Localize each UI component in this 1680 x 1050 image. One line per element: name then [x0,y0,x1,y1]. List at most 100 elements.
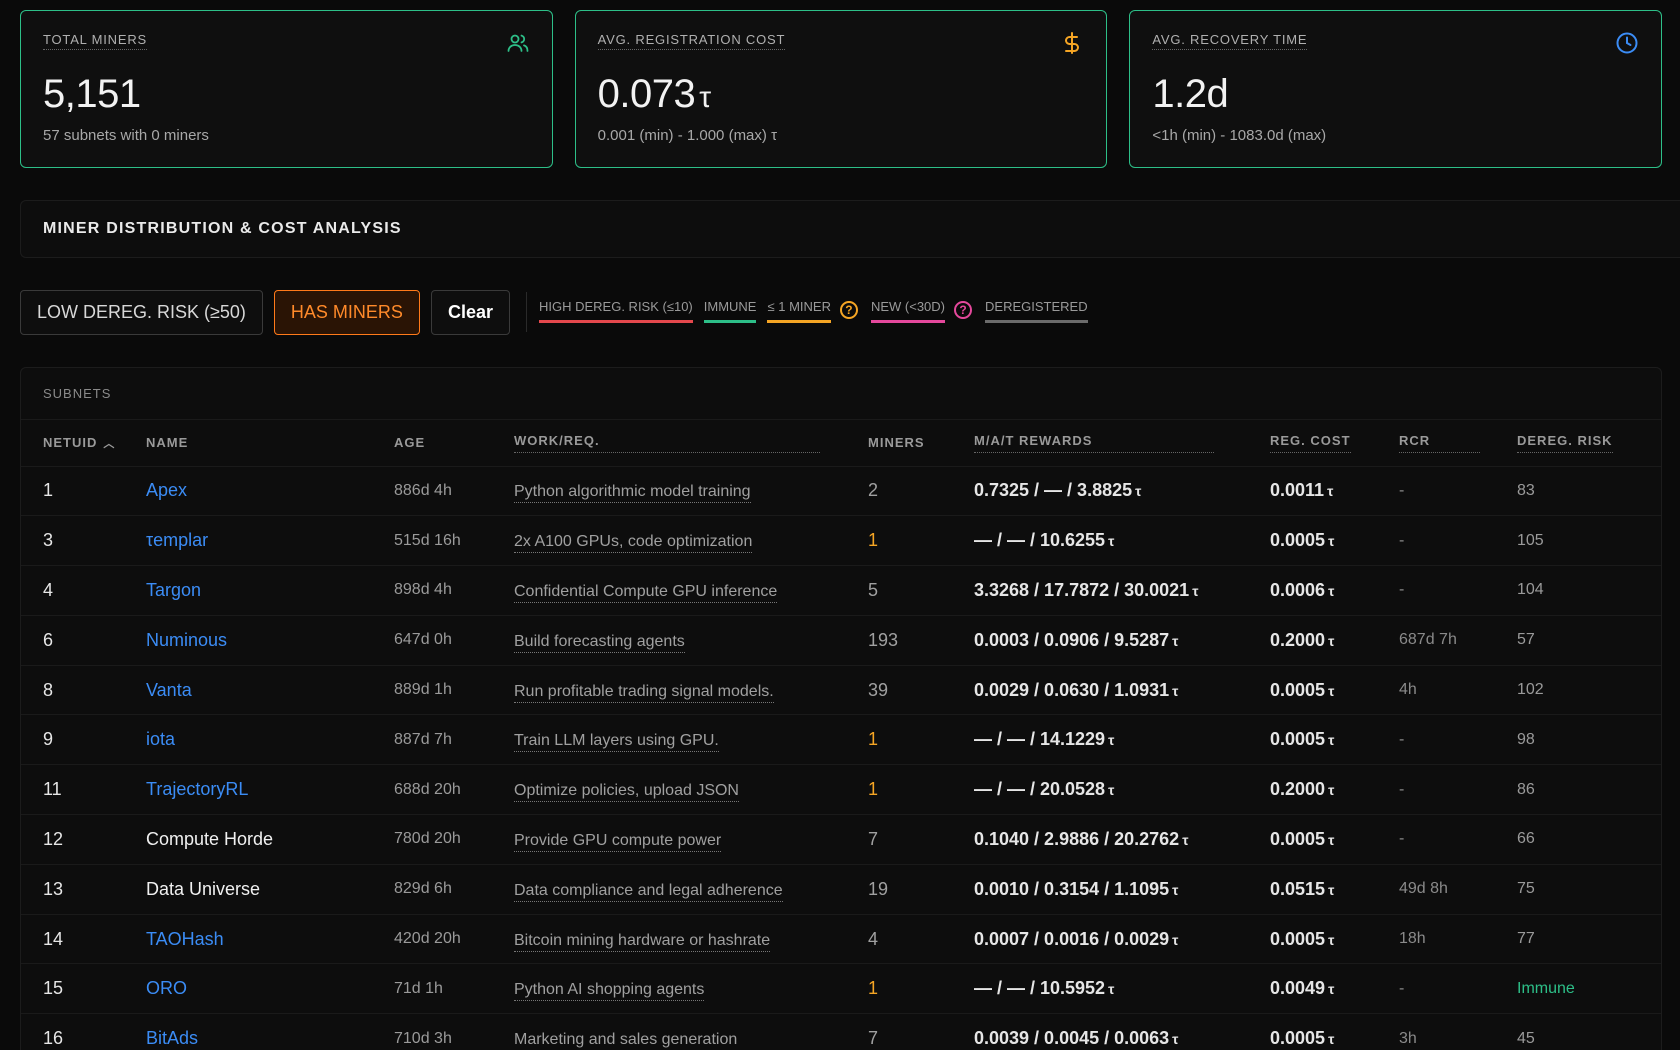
subnet-name-link[interactable]: ORO [146,978,188,999]
cell-work: Confidential Compute GPU inference [514,565,868,616]
column-header-reg-cost[interactable]: REG. COST [1270,420,1399,466]
cell-name: Targon [146,565,394,616]
cell-reg-cost: 0.0011 τ [1270,465,1399,516]
subnet-name-link[interactable]: TrajectoryRL [146,779,249,800]
table-row[interactable]: 14 TAOHash 420d 20h Bitcoin mining hardware… [21,913,1661,964]
table-row[interactable]: 11 TrajectoryRL 688d 20h Optimize policies,… [21,764,1661,815]
subnet-name-link[interactable]: τemplar [146,530,209,551]
divider [525,292,527,332]
table-row[interactable]: 15 ORO 71d 1h Python AI shopping agents 1— /… [21,963,1661,1014]
cell-rewards: — / — / 10.5952 τ [974,963,1270,1014]
table-row[interactable]: 6 Numinous 647d 0h Build forecasting agents… [21,614,1661,666]
cell-rcr: 3h [1399,1013,1517,1050]
subnet-name-link[interactable]: iota [146,729,176,750]
subnet-name-link[interactable]: Numinous [146,629,228,650]
table-row[interactable]: 9 iota 887d 7h Train LLM layers using GPU. 1… [21,714,1661,765]
cell-reg-cost: 0.0005 τ [1270,664,1399,715]
work-description[interactable]: Python algorithmic model training [514,483,751,504]
card-title: TOTAL MINERS [43,32,147,50]
cell-miners: 1 [868,963,974,1014]
cell-miners: 19 [868,863,974,915]
cell-netuid: 6 [21,614,146,666]
cell-name: Compute Horde [146,814,394,865]
filter-bar: LOW DEREG. RISK (≥50) HAS MINERS Clear H… [20,289,1099,335]
subnet-name-link[interactable]: Vanta [146,679,192,700]
cell-reg-cost: 0.0005 τ [1270,814,1399,865]
cell-dereg-risk: 75 [1517,863,1661,915]
work-description[interactable]: Confidential Compute GPU inference [514,582,778,603]
cell-work: Optimize policies, upload JSON [514,764,868,815]
total-miners-card: TOTAL MINERS 5,151 57 subnets with 0 min… [20,10,553,168]
legend-high-dereg-risk: HIGH DEREG. RISK (≤10) [538,299,693,323]
tao-symbol: τ [1328,582,1335,599]
work-description[interactable]: Run profitable trading signal models. [514,682,774,703]
cell-dereg-risk: 45 [1517,1013,1661,1050]
cell-dereg-risk: 104 [1517,565,1661,616]
work-description[interactable]: Optimize policies, upload JSON [514,782,739,803]
cell-rcr: - [1399,565,1517,616]
column-header-miners[interactable]: MINERS [868,435,925,451]
cell-age: 515d 16h [394,515,514,566]
cell-miners: 2 [868,465,974,516]
subnets-table-panel: SUBNETS NETUID ︿ NAME AGE WORK/REQ. MINER… [20,367,1662,1050]
tao-symbol: τ [1328,732,1335,749]
work-description[interactable]: 2x A100 GPUs, code optimization [514,533,753,554]
cell-name: Apex [146,465,394,516]
legend-immune: IMMUNE [703,299,757,323]
help-icon[interactable]: ? [954,301,973,319]
column-header-age[interactable]: AGE [394,435,426,451]
table-row[interactable]: 1 Apex 886d 4h Python algorithmic model tra… [21,465,1661,516]
card-title: AVG. RECOVERY TIME [1152,32,1308,50]
low-dereg-risk-filter-button[interactable]: LOW DEREG. RISK (≥50) [20,289,263,335]
has-miners-filter-button[interactable]: HAS MINERS [273,289,420,335]
work-description[interactable]: Provide GPU compute power [514,831,722,852]
cell-netuid: 12 [21,814,146,865]
table-row[interactable]: 12 Compute Horde 780d 20h Provide GPU compu… [21,814,1661,865]
tao-symbol: τ [1108,981,1115,998]
clear-filters-button[interactable]: Clear [430,289,510,335]
tao-symbol: τ [1328,981,1335,998]
cell-rewards: 0.1040 / 2.9886 / 20.2762 τ [974,814,1270,865]
column-header-dereg-risk[interactable]: DEREG. RISK [1517,420,1661,466]
subnet-name-link[interactable]: Apex [146,480,188,501]
table-row[interactable]: 8 Vanta 889d 1h Run profitable trading sign… [21,664,1661,715]
column-header-name[interactable]: NAME [146,435,189,451]
column-header-work[interactable]: WORK/REQ. [514,420,868,466]
cell-netuid: 3 [21,515,146,566]
cell-rewards: — / — / 14.1229 τ [974,714,1270,765]
cell-reg-cost: 0.0005 τ [1270,913,1399,964]
help-icon[interactable]: ? [839,301,858,319]
work-description[interactable]: Data compliance and legal adherence [514,881,783,902]
cell-rcr: - [1399,814,1517,865]
table-row[interactable]: 3 τemplar 515d 16h 2x A100 GPUs, code optim… [21,515,1661,566]
tao-symbol: τ [1328,931,1335,948]
cell-netuid: 14 [21,913,146,964]
cell-work: Python AI shopping agents [514,963,868,1014]
subnet-name-link[interactable]: TAOHash [146,928,224,949]
work-description[interactable]: Build forecasting agents [514,632,685,653]
subnet-name-link[interactable]: Targon [146,579,202,600]
cell-dereg-risk: Immune [1517,963,1661,1014]
cell-dereg-risk: 102 [1517,664,1661,715]
subnet-name-link[interactable]: BitAds [146,1028,199,1049]
cell-age: 71d 1h [394,963,514,1014]
work-description[interactable]: Train LLM layers using GPU. [514,732,719,753]
work-description[interactable]: Bitcoin mining hardware or hashrate [514,931,771,952]
cell-miners: 5 [868,565,974,616]
card-subtext: 57 subnets with 0 miners [43,127,209,144]
column-header-netuid[interactable]: NETUID ︿ [43,434,116,450]
work-description[interactable]: Marketing and sales generation [514,1031,738,1050]
cell-netuid: 8 [21,664,146,715]
column-header-rcr[interactable]: RCR [1399,420,1517,466]
cell-age: 647d 0h [394,614,514,666]
tao-symbol: τ [1328,881,1335,898]
cell-name: τemplar [146,515,394,566]
column-header-rewards[interactable]: M/A/T REWARDS [974,420,1270,466]
cell-rewards: 0.0007 / 0.0016 / 0.0029 τ [974,913,1270,964]
table-row[interactable]: 13 Data Universe 829d 6h Data compliance an… [21,863,1661,915]
table-row[interactable]: 16 BitAds 710d 3h Marketing and sales gener… [21,1013,1661,1050]
cell-netuid: 11 [21,764,146,815]
table-row[interactable]: 4 Targon 898d 4h Confidential Compute GPU i… [21,565,1661,616]
tao-symbol: τ [1172,632,1179,649]
work-description[interactable]: Python AI shopping agents [514,981,705,1002]
